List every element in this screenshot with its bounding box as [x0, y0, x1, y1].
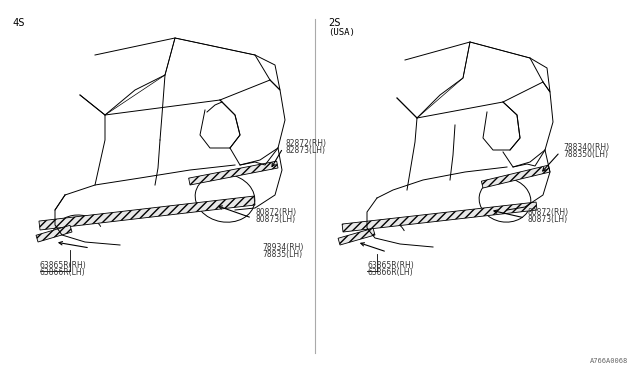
Polygon shape: [338, 228, 375, 245]
Text: 63865R(RH): 63865R(RH): [367, 261, 413, 270]
Polygon shape: [39, 196, 255, 230]
Polygon shape: [36, 225, 72, 242]
Text: 80872(RH): 80872(RH): [255, 208, 296, 217]
Polygon shape: [342, 202, 537, 232]
Text: 80873(LH): 80873(LH): [255, 215, 295, 224]
Text: 63866R(LH): 63866R(LH): [40, 268, 86, 277]
Polygon shape: [481, 165, 550, 188]
Text: 78835(LH): 78835(LH): [262, 250, 302, 259]
Text: A766A0068: A766A0068: [589, 358, 628, 364]
Text: 80873(LH): 80873(LH): [528, 215, 568, 224]
Text: 80872(RH): 80872(RH): [528, 208, 569, 217]
Text: 82873(LH): 82873(LH): [286, 146, 326, 155]
Polygon shape: [189, 161, 278, 185]
Text: 788350(LH): 788350(LH): [563, 150, 608, 159]
Text: 2S: 2S: [328, 18, 340, 28]
Text: 4S: 4S: [12, 18, 24, 28]
Text: 78934(RH): 78934(RH): [262, 243, 303, 252]
Text: 63866R(LH): 63866R(LH): [367, 268, 413, 277]
Text: 82872(RH): 82872(RH): [286, 139, 327, 148]
Text: 788340(RH): 788340(RH): [563, 143, 609, 152]
Text: (USA): (USA): [328, 28, 355, 37]
Text: 63865R(RH): 63865R(RH): [40, 261, 87, 270]
